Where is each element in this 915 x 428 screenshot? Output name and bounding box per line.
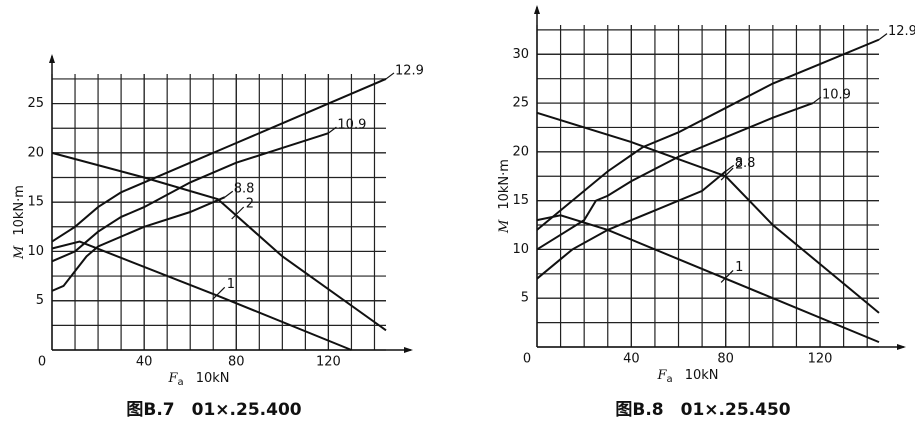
y-axis-symbol: M xyxy=(497,219,512,234)
leader-line xyxy=(385,72,395,80)
x-tick-label: 120 xyxy=(808,352,833,367)
x-axis-symbol: F xyxy=(168,371,179,386)
y-tick-label: 10 xyxy=(27,244,44,259)
leader-line xyxy=(212,286,226,300)
x-tick-label: 0 xyxy=(523,352,531,367)
x-tick-label: 40 xyxy=(623,352,640,367)
data-line xyxy=(51,78,387,243)
y-tick-label: 25 xyxy=(512,96,529,111)
y-axis-unit: 10kN·m xyxy=(497,159,512,210)
line-label: 12.9 xyxy=(888,24,915,39)
leader-line xyxy=(720,167,734,181)
line-label: 10.9 xyxy=(337,118,366,133)
x-tick-label: 80 xyxy=(717,352,734,367)
data-line xyxy=(51,132,329,263)
x-axis-label: Fa 10kN xyxy=(168,371,230,389)
x-tick-label: 80 xyxy=(228,355,245,370)
x-axis-unit: 10kN xyxy=(685,368,719,383)
x-arrow xyxy=(404,347,413,353)
figure-caption: 图B.8 01×.25.450 xyxy=(615,400,790,420)
x-axis-symbol: F xyxy=(657,368,668,383)
leader-line xyxy=(812,96,822,104)
leader-line xyxy=(231,206,245,220)
x-axis-unit: 10kN xyxy=(196,371,230,386)
y-axis-label: M 10kN·m xyxy=(497,159,512,234)
line-label: 8.8 xyxy=(234,182,255,197)
y-tick-label: 5 xyxy=(36,293,44,308)
y-tick-label: 20 xyxy=(27,145,44,160)
data-line xyxy=(51,196,226,292)
data-line xyxy=(536,38,880,231)
y-tick-label: 20 xyxy=(512,144,529,159)
x-axis-subscript: a xyxy=(178,377,184,388)
y-tick-label: 25 xyxy=(27,96,44,111)
x-tick-label: 40 xyxy=(136,355,153,370)
data-line xyxy=(51,151,387,332)
y-axis-label: M 10kN·m xyxy=(12,185,27,260)
y-arrow xyxy=(534,5,540,14)
y-tick-label: 15 xyxy=(27,195,44,210)
leader-line xyxy=(224,190,234,198)
data-line xyxy=(51,240,352,351)
x-tick-label: 0 xyxy=(38,355,46,370)
line-label: 12.9 xyxy=(395,63,424,78)
y-arrow xyxy=(49,54,55,63)
leader-line xyxy=(725,164,735,172)
x-axis-subscript: a xyxy=(667,374,673,385)
figure-caption: 图B.7 01×.25.400 xyxy=(126,400,301,420)
y-tick-label: 15 xyxy=(512,193,529,208)
y-tick-label: 30 xyxy=(512,47,529,62)
data-line xyxy=(536,214,880,344)
x-axis-label: Fa 10kN xyxy=(657,368,719,386)
x-arrow xyxy=(897,344,906,350)
y-tick-label: 10 xyxy=(512,242,529,257)
line-label: 10.9 xyxy=(822,88,851,103)
leader-line xyxy=(328,126,337,134)
y-axis-symbol: M xyxy=(12,245,27,260)
leader-line xyxy=(878,33,888,41)
line-label: 2 xyxy=(735,158,743,173)
x-tick-label: 120 xyxy=(316,355,341,370)
y-tick-label: 5 xyxy=(521,291,529,306)
line-label: 1 xyxy=(735,260,743,275)
leader-line xyxy=(720,270,734,283)
line-label: 1 xyxy=(227,277,235,292)
line-label: 8.8 xyxy=(735,156,756,171)
line-label: 2 xyxy=(246,197,254,212)
data-line xyxy=(536,102,814,251)
y-axis-unit: 10kN·m xyxy=(12,185,27,236)
